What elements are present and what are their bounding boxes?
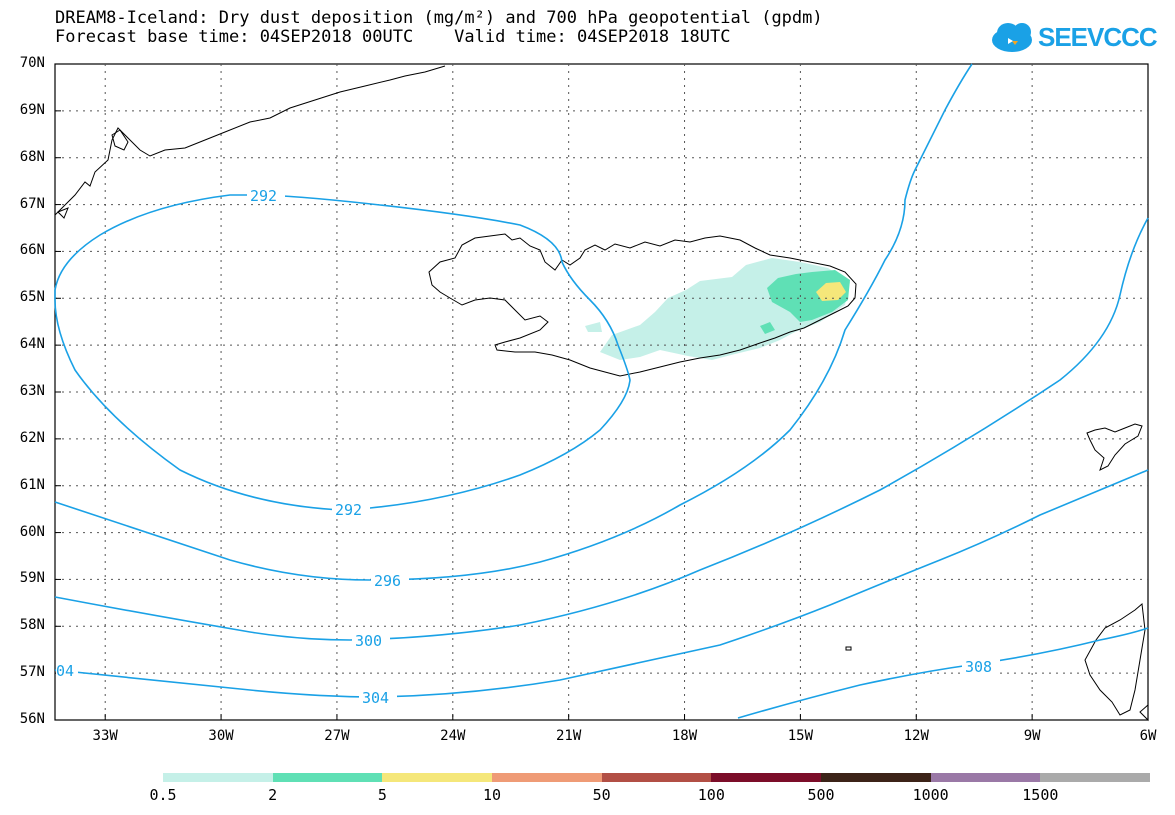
contour-label-292-north: 292 (250, 187, 277, 205)
lon-label: 27W (324, 728, 350, 744)
map-subtitle: Forecast base time: 04SEP2018 00UTC Vali… (55, 27, 731, 47)
lat-label: 63N (19, 383, 45, 399)
colorbar-label: 1000 (912, 786, 949, 804)
lat-label: 57N (19, 664, 45, 681)
contour-label-308: 308 (965, 658, 992, 676)
lat-label: 69N (19, 101, 45, 118)
seevccc-logo (992, 23, 1032, 52)
cloud-icon (992, 23, 1032, 52)
colorbar-label: 2 (268, 786, 278, 804)
contour-labels: 292 292 296 300 304 308 04 (56, 186, 1000, 707)
colorbar-swatch (1040, 773, 1151, 782)
colorbar (163, 773, 1151, 782)
lat-label: 65N (19, 289, 45, 306)
colorbar-label: 100 (697, 786, 725, 804)
lon-label: 18W (671, 728, 698, 744)
contour-label-300: 300 (355, 632, 382, 650)
colorbar-label: 50 (592, 786, 611, 804)
lon-label: 30W (208, 728, 234, 744)
lon-label: 15W (787, 728, 814, 744)
lat-label: 67N (19, 195, 45, 212)
lat-label: 58N (19, 617, 45, 634)
logo-text: SEEVCCC (1038, 22, 1158, 52)
lat-label: 64N (19, 336, 45, 353)
contour-label-296: 296 (374, 572, 401, 590)
dust-deposition-high (816, 282, 846, 301)
geopotential-contours (54, 63, 1149, 719)
contour-label-304: 304 (362, 689, 389, 707)
lat-label: 62N (19, 429, 45, 446)
lat-label: 68N (19, 148, 45, 165)
axis-ticks (55, 63, 1149, 721)
map-title: DREAM8-Iceland: Dry dust deposition (mg/… (55, 8, 823, 28)
contour-label-292-south: 292 (335, 501, 362, 519)
lat-label: 56N (19, 711, 45, 727)
lat-label: 70N (19, 55, 45, 71)
colorbar-swatch (163, 773, 273, 782)
graticule (55, 64, 1148, 720)
contour-label-partial: 04 (56, 662, 74, 680)
colorbar-label: 5 (377, 786, 387, 804)
colorbar-label: 10 (482, 786, 502, 804)
colorbar-swatch (492, 773, 602, 782)
colorbar-label: 0.5 (149, 786, 177, 804)
colorbar-label: 1500 (1022, 786, 1059, 804)
lon-label: 33W (92, 728, 118, 744)
colorbar-swatch (821, 773, 931, 782)
lat-label: 60N (19, 523, 45, 540)
colorbar-label: 500 (807, 786, 835, 804)
colorbar-swatch (711, 773, 822, 782)
lat-label: 59N (19, 570, 45, 587)
lon-label: 21W (556, 728, 582, 744)
lon-label: 12W (903, 728, 929, 744)
lon-label: 24W (440, 728, 466, 744)
lon-label: 6W (1139, 728, 1157, 744)
colorbar-swatch (272, 773, 383, 782)
colorbar-swatch (930, 773, 1041, 782)
colorbar-swatch (601, 773, 712, 782)
colorbar-swatch (382, 773, 493, 782)
lat-label: 66N (19, 242, 45, 259)
coastlines (54, 65, 1149, 722)
lat-label: 61N (19, 476, 45, 493)
lon-label: 9W (1023, 728, 1041, 744)
